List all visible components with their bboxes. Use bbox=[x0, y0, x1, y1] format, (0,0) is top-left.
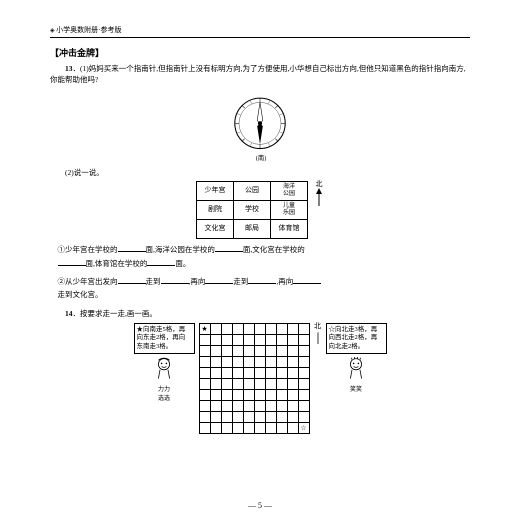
map-cell: 学校 bbox=[234, 200, 271, 219]
t: 走到文化宫。 bbox=[58, 290, 103, 299]
section-title: 【冲击金牌】 bbox=[50, 46, 470, 59]
blank[interactable] bbox=[205, 274, 233, 284]
blank[interactable] bbox=[147, 256, 175, 266]
t: 面。 bbox=[175, 259, 190, 268]
fill-blank-2: ②从少年宫出发向 走到 ,再向 走到 ,再向 走到文化宫。 bbox=[58, 274, 471, 302]
t: 面,海洋公园在学校的 bbox=[146, 245, 215, 254]
map-wrapper: 少年宫公园海洋公园 剧院学校儿童乐园 文化宫邮局体育馆 北 bbox=[50, 181, 470, 239]
map-cell: 体育馆 bbox=[271, 219, 308, 238]
page-number: — 5 — bbox=[0, 501, 520, 510]
blank[interactable] bbox=[248, 274, 276, 284]
t: 面,体育馆在学校的 bbox=[86, 259, 148, 268]
north-label: 北 bbox=[316, 180, 323, 188]
q14-text: 14．按要求走一走,画一画。 bbox=[50, 308, 470, 319]
blank[interactable] bbox=[161, 274, 189, 284]
map-cell: 剧院 bbox=[197, 200, 234, 219]
t: ②从少年宫出发向 bbox=[58, 277, 118, 286]
grid-cell: ☆ bbox=[298, 422, 309, 433]
page-header: 小学奥数附册·参考版 bbox=[50, 25, 470, 38]
kid-right-icon bbox=[344, 356, 368, 382]
map-cell: 公园 bbox=[234, 181, 271, 200]
t: 面,文化宫在学校的 bbox=[243, 245, 305, 254]
blank[interactable] bbox=[58, 256, 86, 266]
q14-num: 14 bbox=[65, 309, 73, 318]
instruction-left: ★向南走5格，再向东走2格，再向东南走3格。 bbox=[134, 323, 195, 354]
svg-text:(南): (南) bbox=[256, 152, 266, 161]
kid-left-name: 力力选选 bbox=[158, 384, 170, 402]
map-table: 少年宫公园海洋公园 剧院学校儿童乐园 文化宫邮局体育馆 bbox=[196, 181, 308, 239]
instruction-right: ☆向北走3格，再向西北走2格，再向北走2格。 bbox=[326, 323, 387, 354]
north-indicator-2: 北 bbox=[314, 323, 322, 346]
walk-grid: ★ ☆ bbox=[199, 323, 310, 434]
t: 走到 bbox=[146, 277, 161, 286]
map-cell: 文化宫 bbox=[197, 219, 234, 238]
q13-num: 13 bbox=[65, 64, 73, 73]
kid-right-name: 笑笑 bbox=[350, 384, 362, 393]
q14-body: ．按要求走一走,画一画。 bbox=[73, 309, 157, 318]
north-indicator: 北 bbox=[314, 181, 324, 208]
t: ①少年宫在学校的 bbox=[58, 245, 118, 254]
q14-row: ★向南走5格，再向东走2格，再向东南走3格。 力力选选 ★ ☆ 北 ☆向北走3格… bbox=[50, 323, 470, 434]
blank[interactable] bbox=[118, 242, 146, 252]
t: 走到 bbox=[233, 277, 248, 286]
map-cell: 少年宫 bbox=[197, 181, 234, 200]
north-label: 北 bbox=[314, 322, 321, 330]
map-cell: 儿童乐园 bbox=[271, 200, 308, 219]
grid-cell: ★ bbox=[199, 323, 210, 334]
fill-blank-1: ①少年宫在学校的 面,海洋公园在学校的 面,文化宫在学校的 面,体育馆在学校的 面。 bbox=[58, 242, 471, 272]
map-cell: 海洋公园 bbox=[271, 181, 308, 200]
t: ,再向 bbox=[189, 277, 206, 286]
map-cell: 邮局 bbox=[234, 219, 271, 238]
q13-body: ．(1)妈妈买来一个指南针,但指南针上没有标明方向,为了方便使用,小华想自己标出… bbox=[50, 64, 466, 84]
blank[interactable] bbox=[293, 274, 321, 284]
kid-left-icon bbox=[152, 356, 176, 382]
q13-text: 13．(1)妈妈买来一个指南针,但指南针上没有标明方向,为了方便使用,小华想自己… bbox=[50, 63, 470, 86]
q13-2: (2)说一说。 bbox=[65, 167, 470, 178]
compass-diagram: (南) bbox=[225, 89, 295, 164]
blank[interactable] bbox=[215, 242, 243, 252]
t: ,再向 bbox=[276, 277, 293, 286]
blank[interactable] bbox=[118, 274, 146, 284]
